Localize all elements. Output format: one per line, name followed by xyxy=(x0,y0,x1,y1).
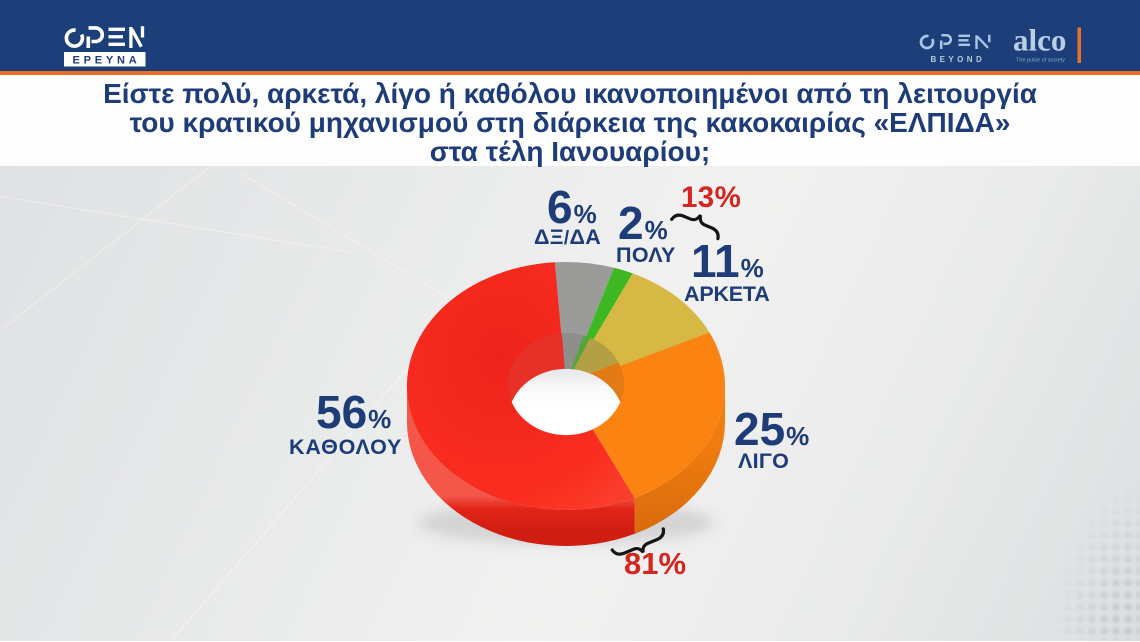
svg-text:The pulse of society: The pulse of society xyxy=(1016,58,1065,64)
svg-text:BEYOND: BEYOND xyxy=(931,55,986,64)
svg-text:ΕΡΕΥΝΑ: ΕΡΕΥΝΑ xyxy=(72,54,140,66)
svg-text:alco: alco xyxy=(1013,23,1066,58)
